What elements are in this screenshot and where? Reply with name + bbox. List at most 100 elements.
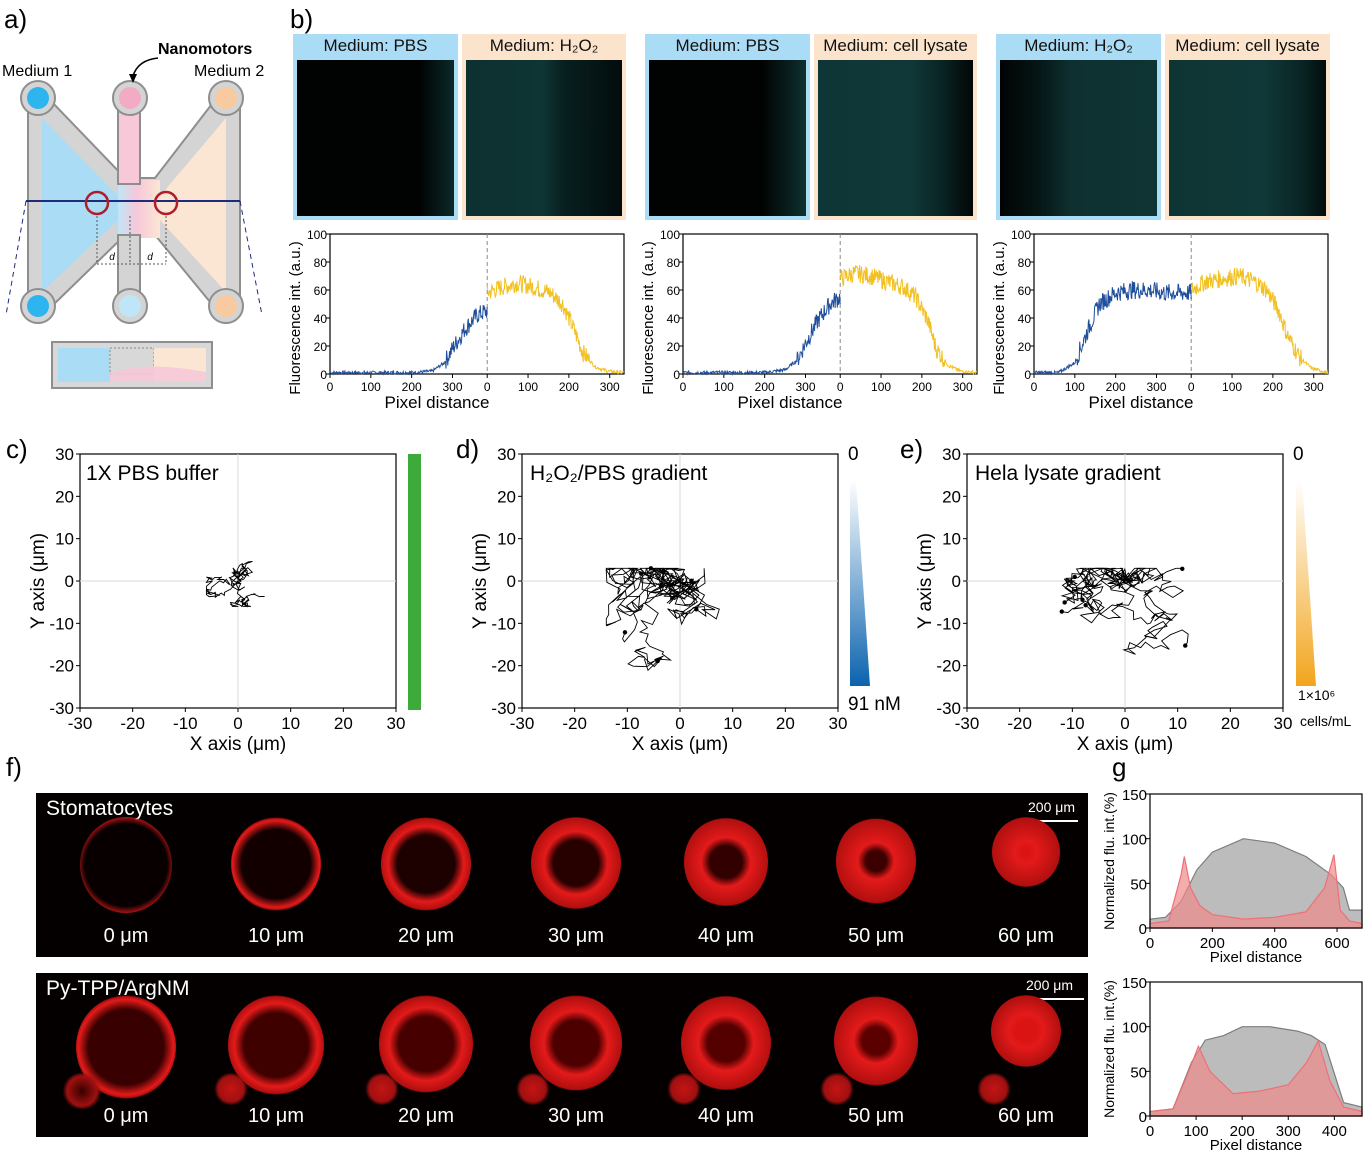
- b-ytick-label: 40: [1018, 312, 1032, 326]
- traj-ylabel: Y axis (μm): [915, 533, 936, 629]
- g-xlabel: Pixel distance: [1210, 949, 1303, 966]
- traj-track: [1117, 580, 1189, 655]
- d-scale-bottom: 91 nM: [848, 694, 901, 715]
- b-xtick-label: 200: [559, 380, 579, 394]
- b1-image-left: [297, 60, 454, 216]
- traj-xtick-label: 30: [387, 714, 406, 733]
- traj-ytick-label: 30: [497, 445, 516, 464]
- traj-plot-d: -30-30 -20 -20 -10 -10 0 0 10 10 20 20 30 30 X axis (…: [470, 445, 847, 755]
- traj-title: Hela lysate gradient: [975, 462, 1161, 485]
- g-frame: [1149, 981, 1363, 1117]
- b-plot-frame: [682, 233, 978, 375]
- traj-ylabel: Y axis (μm): [28, 533, 49, 629]
- b-xtick-label: 0: [1188, 380, 1195, 394]
- traj-track-end: [1059, 609, 1065, 614]
- b-xlabel: Pixel distance: [385, 393, 490, 412]
- traj-ytick-label: -10: [936, 614, 961, 633]
- traj-ytick-label: -30: [491, 699, 516, 718]
- f-row2-caption: Py-TPP/ArgNM: [46, 977, 190, 1000]
- traj-xtick-label: -20: [562, 714, 587, 733]
- traj-ytick-label: 10: [55, 530, 74, 549]
- g-plot-1: 0 50 100 150 0 200 400 600 Pixel distance Normali…: [1101, 787, 1363, 966]
- b-xtick-label: 200: [755, 380, 775, 394]
- b-ylabel: Fluorescence int. (a.u.): [640, 241, 657, 394]
- b-ytick-label: 40: [314, 312, 328, 326]
- f-spheroid: [684, 817, 768, 907]
- g-xtick-label: 400: [1262, 935, 1287, 952]
- traj-ytick-label: 20: [942, 487, 961, 506]
- medium1-label: Medium 1: [2, 63, 72, 80]
- f-spheroid: [834, 995, 918, 1087]
- traj-title: H₂O₂/PBS gradient: [530, 462, 708, 485]
- traj-plot-e: -30-30 -20 -20 -10 -10 0 0 10 10 20 20 30 30 X axis (…: [915, 445, 1292, 755]
- b-xlabel: Pixel distance: [738, 393, 843, 412]
- traj-ytick-label: 0: [65, 572, 74, 591]
- b-ytick-label: 60: [314, 284, 328, 298]
- b-ytick-label: 60: [1018, 284, 1032, 298]
- b2-left-label: Medium: PBS: [645, 34, 810, 58]
- f-spheroid: [681, 995, 771, 1091]
- traj-track-end: [1183, 643, 1188, 648]
- e-scale-bottom: 1×10⁶: [1298, 687, 1335, 703]
- b-xtick-label: 100: [871, 380, 891, 394]
- d-label-right: d: [147, 252, 153, 263]
- traj-ytick-label: -30: [936, 699, 961, 718]
- f-row-pytpp: Py-TPP/ArgNM 200 μm 0 μm 10 μm 20 μm 30 μm 4…: [36, 973, 1088, 1137]
- e-color-scale: [1296, 480, 1316, 686]
- panel-label-b: b): [290, 4, 314, 34]
- traj-xtick-label: -10: [1060, 714, 1085, 733]
- g-profile-plots: 0 50 100 150 0 200 400 600 Pixel distance Normali…: [1101, 787, 1363, 1152]
- b-image-row: Medium: PBS Medium: H₂O₂ Medium: PBS Med…: [293, 34, 1333, 220]
- g-ytick-label: 50: [1130, 876, 1147, 893]
- b2-image-right: [818, 60, 973, 216]
- g-ytick-label: 150: [1122, 975, 1147, 992]
- g-plot-2: 0 50 100 150 0 100 200 300 400 Pixel distance Norm…: [1101, 975, 1363, 1152]
- traj-track: [205, 574, 242, 599]
- traj-xtick-label: -10: [173, 714, 198, 733]
- f-small-spheroid: [820, 1073, 854, 1105]
- f-depth-label: 50 μm: [848, 925, 904, 947]
- traj-xtick-label: 0: [233, 714, 242, 733]
- panel-label-e: e): [900, 434, 924, 464]
- traj-xtick-label: 20: [776, 714, 795, 733]
- g-area-2: [1149, 1039, 1363, 1117]
- g-ylabel: Normalized flu. int.(%): [1101, 980, 1117, 1118]
- g-ytick-label: 150: [1122, 787, 1147, 804]
- b-series-line-2: [1190, 267, 1329, 375]
- f-small-spheroid: [214, 1073, 248, 1105]
- f-spheroid: [836, 817, 916, 905]
- traj-track: [1061, 571, 1135, 624]
- f-row1-scalebar-text: 200 μm: [1028, 799, 1075, 815]
- g-xtick-label: 100: [1184, 1123, 1209, 1140]
- b1-image-right: [466, 60, 622, 216]
- f-depth-label: 40 μm: [698, 925, 754, 947]
- b-xtick-label: 100: [1065, 380, 1085, 394]
- b2-image-left: [649, 60, 806, 216]
- g-ytick-label: 0: [1139, 921, 1147, 938]
- traj-ytick-label: 10: [942, 530, 961, 549]
- f-small-spheroid: [365, 1073, 399, 1105]
- b-series-line-2: [839, 265, 978, 376]
- b-ytick-label: 20: [1018, 340, 1032, 354]
- g-ytick-label: 100: [1122, 832, 1147, 849]
- d-scale-top: 0: [848, 444, 859, 465]
- b-xtick-label: 300: [1304, 380, 1324, 394]
- b-plot-frame: [1033, 233, 1329, 375]
- b-ylabel: Fluorescence int. (a.u.): [991, 241, 1008, 394]
- b-plot-frame: [329, 233, 625, 375]
- f-spheroid: [992, 817, 1060, 887]
- f-row2-scalebar: [1026, 998, 1084, 1000]
- traj-xtick-label: 10: [723, 714, 742, 733]
- b-ytick-label: 0: [1024, 368, 1031, 382]
- g-ytick-label: 50: [1130, 1064, 1147, 1081]
- g-ytick-label: 0: [1139, 1109, 1147, 1126]
- f-row1-caption: Stomatocytes: [46, 797, 174, 820]
- traj-xtick-label: 10: [281, 714, 300, 733]
- g-xtick-label: 300: [1276, 1123, 1301, 1140]
- traj-ylabel: Y axis (μm): [470, 533, 491, 629]
- b3-right-label: Medium: cell lysate: [1165, 34, 1330, 58]
- g-xtick-label: 0: [1146, 1123, 1154, 1140]
- b-xlabel: Pixel distance: [1089, 393, 1194, 412]
- b-ytick-label: 80: [314, 256, 328, 270]
